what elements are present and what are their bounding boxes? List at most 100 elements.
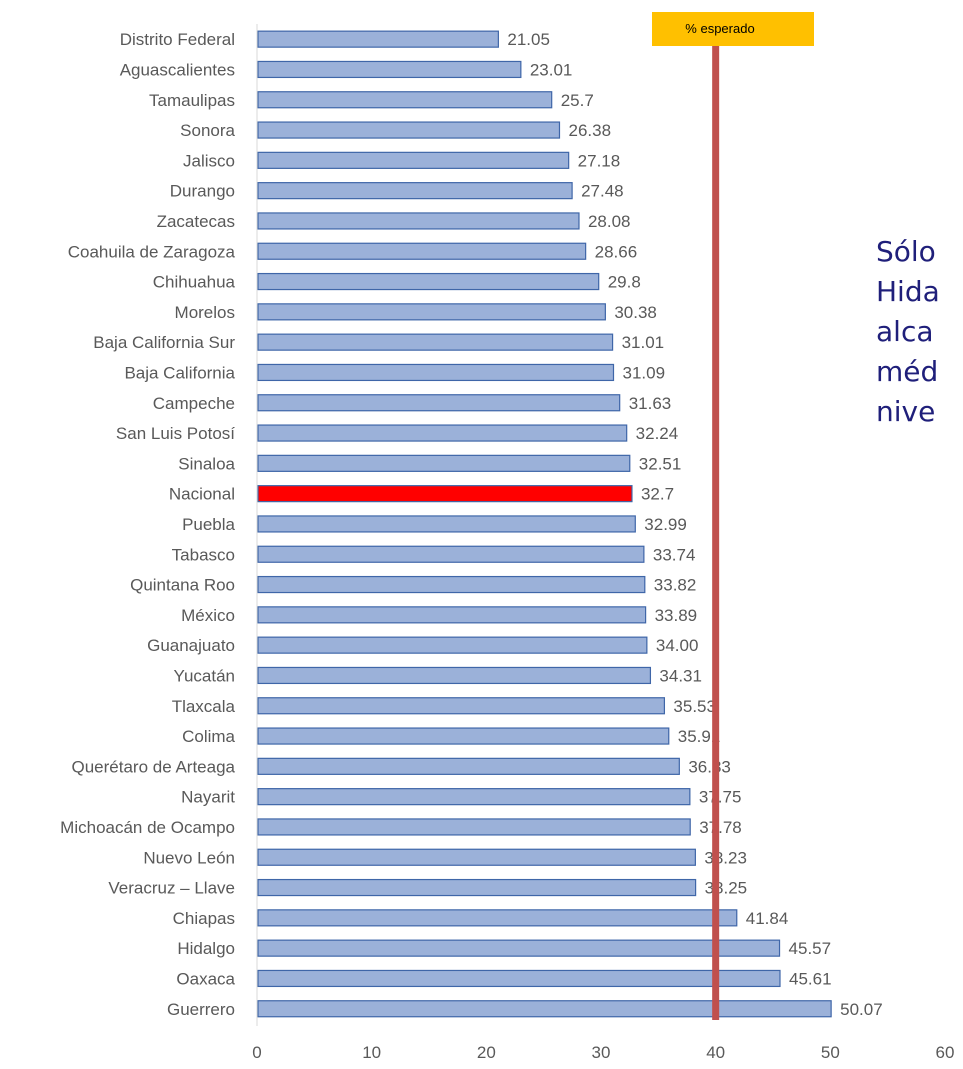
bar [257, 394, 621, 412]
data-label: 45.61 [789, 969, 832, 988]
bar [257, 697, 666, 715]
data-label: 31.01 [622, 333, 665, 352]
bar [257, 1000, 832, 1018]
bar [257, 151, 570, 169]
data-label: 26.38 [568, 121, 611, 140]
bar [257, 363, 615, 382]
category-label: Puebla [182, 515, 235, 534]
bar-highlight [257, 485, 633, 503]
x-tick-label: 0 [252, 1043, 261, 1062]
reference-label: % esperado [685, 21, 754, 36]
bar [257, 333, 614, 351]
data-label: 34.31 [659, 666, 702, 685]
category-label: Oaxaca [176, 969, 235, 988]
category-label: Campeche [153, 394, 235, 413]
category-label: Chihuahua [153, 273, 236, 292]
category-label: Sonora [180, 121, 235, 140]
bar [257, 272, 600, 291]
data-label: 33.74 [653, 545, 696, 564]
data-label: 32.24 [636, 424, 679, 443]
category-label: Coahuila de Zaragoza [68, 242, 236, 261]
bar [257, 212, 580, 230]
data-label: 32.51 [639, 454, 682, 473]
category-label: Zacatecas [157, 212, 235, 231]
data-label: 41.84 [746, 909, 789, 928]
bar [257, 242, 587, 260]
data-label: 35.91 [678, 727, 721, 746]
side-note-text: Sólo Hida alca méd nive [876, 232, 963, 512]
category-label: Colima [182, 727, 235, 746]
category-label: Morelos [175, 303, 235, 322]
bar [257, 939, 781, 957]
data-label: 37.78 [699, 818, 742, 837]
bar [257, 121, 561, 139]
data-label: 31.09 [622, 363, 665, 382]
side-note-line: Sólo [876, 235, 936, 268]
data-label: 33.89 [655, 606, 698, 625]
x-tick-label: 40 [706, 1043, 725, 1062]
bar [257, 303, 606, 321]
data-label: 27.18 [578, 151, 621, 170]
category-label: Distrito Federal [120, 30, 235, 49]
category-label: Querétaro de Arteaga [71, 757, 235, 776]
category-label: Tabasco [172, 545, 235, 564]
x-tick-label: 10 [362, 1043, 381, 1062]
data-label: 30.38 [614, 303, 657, 322]
bar [257, 818, 691, 836]
bar [257, 788, 691, 806]
data-label: 45.57 [789, 939, 832, 958]
bar [257, 424, 628, 442]
data-label: 28.66 [595, 242, 638, 261]
bar [257, 60, 522, 79]
bar [257, 878, 697, 897]
bar [257, 454, 631, 472]
category-label: Quintana Roo [130, 576, 235, 595]
bar [257, 575, 646, 594]
reference-layer: % esperado [652, 12, 814, 1020]
category-label: Tlaxcala [172, 697, 236, 716]
side-note-line: alca [876, 315, 934, 348]
category-label: Veracruz – Llave [108, 879, 235, 898]
bar [257, 606, 647, 624]
category-label: Michoacán de Ocampo [60, 818, 235, 837]
x-tick-label: 30 [592, 1043, 611, 1062]
data-label: 32.7 [641, 485, 674, 504]
category-label: Nayarit [181, 788, 235, 807]
bar [257, 757, 680, 775]
data-label: 37.75 [699, 788, 742, 807]
bar [257, 636, 648, 654]
x-tick-label: 20 [477, 1043, 496, 1062]
category-label: San Luis Potosí [116, 424, 235, 443]
data-label: 25.7 [561, 91, 594, 110]
category-label: Jalisco [183, 151, 235, 170]
data-label: 34.00 [656, 636, 699, 655]
category-label: Hidalgo [177, 939, 235, 958]
data-label: 23.01 [530, 60, 573, 79]
bar [257, 545, 645, 563]
data-label: 35.53 [673, 697, 716, 716]
bar [257, 909, 738, 927]
bar [257, 666, 652, 685]
category-label: Durango [170, 182, 235, 201]
bar [257, 848, 696, 866]
bar [257, 969, 781, 988]
category-label: Nuevo León [143, 848, 235, 867]
data-label: 29.8 [608, 273, 641, 292]
category-label: Guanajuato [147, 636, 235, 655]
category-label: Baja California [124, 363, 235, 382]
side-note-line: nive [876, 395, 936, 428]
category-label: Sinaloa [178, 454, 235, 473]
data-label: 33.82 [654, 576, 697, 595]
category-label: Yucatán [174, 666, 235, 685]
bar [257, 727, 670, 745]
data-label: 21.05 [507, 30, 550, 49]
data-label: 28.08 [588, 212, 631, 231]
data-label: 38.23 [704, 848, 747, 867]
data-label: 36.83 [688, 757, 731, 776]
category-label: Chiapas [173, 909, 235, 928]
category-label: Tamaulipas [149, 91, 235, 110]
bar [257, 30, 499, 48]
category-label: Guerrero [167, 1000, 235, 1019]
reference-label-background [652, 12, 814, 46]
